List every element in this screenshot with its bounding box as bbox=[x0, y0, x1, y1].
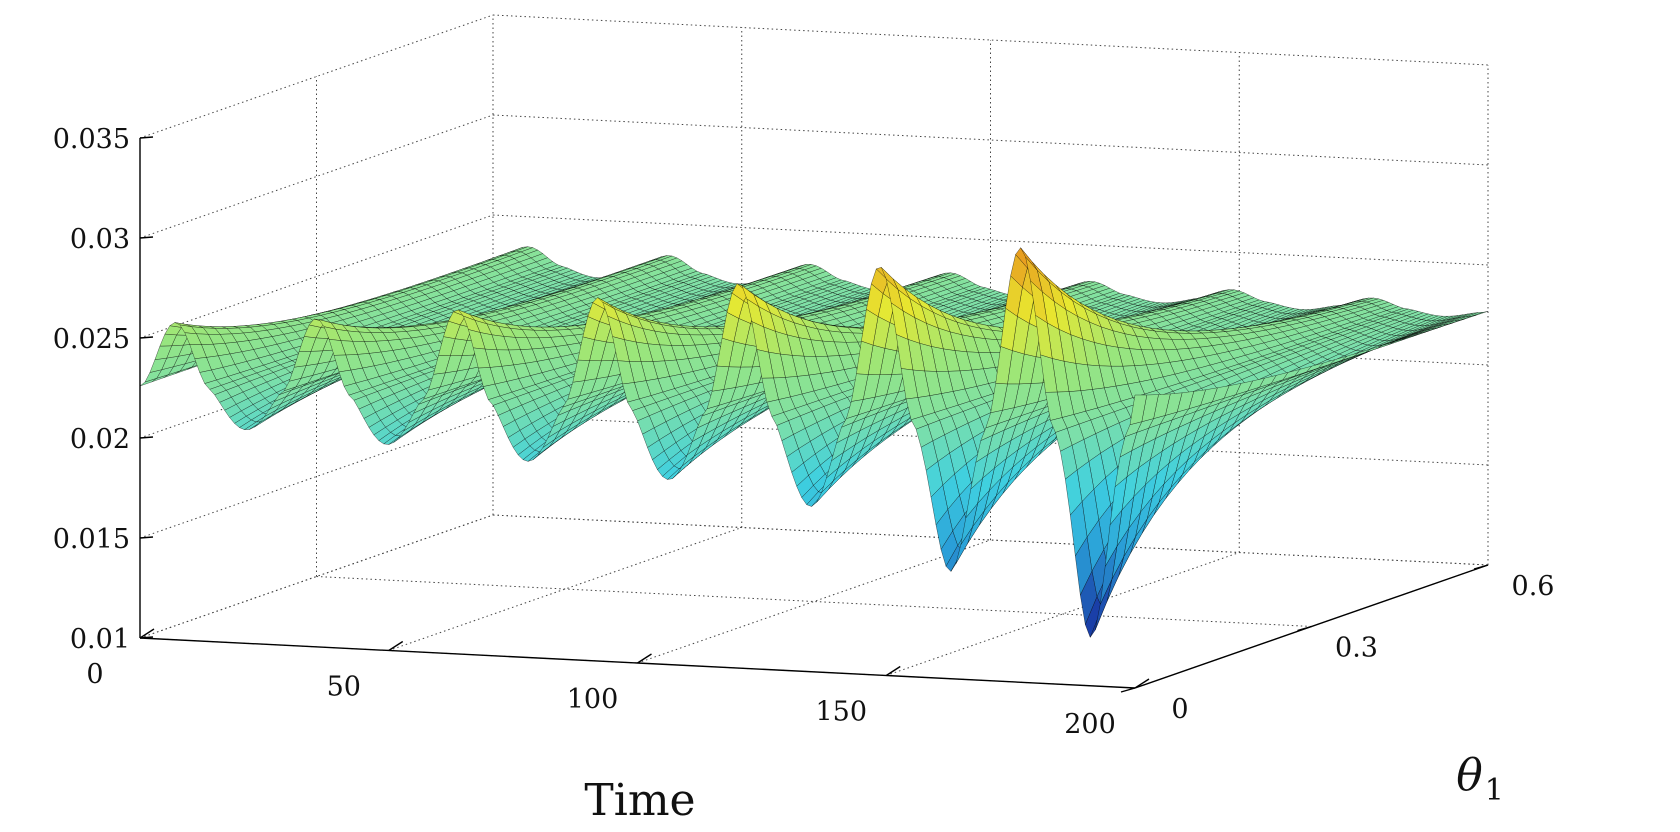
grid-floor-time-1 bbox=[389, 528, 742, 651]
grid-floor-theta-1 bbox=[317, 577, 1312, 627]
grid-floor-time-2 bbox=[638, 540, 991, 663]
grid-back-horizontal-3 bbox=[493, 215, 1488, 265]
surface-layer bbox=[140, 247, 1488, 638]
